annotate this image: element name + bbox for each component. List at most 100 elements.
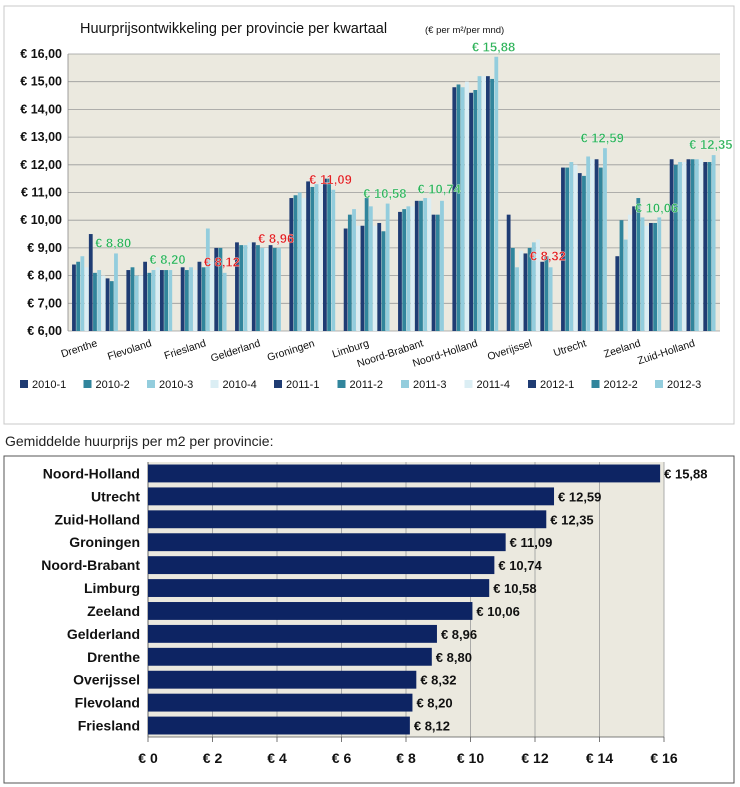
bar-2010-3	[243, 245, 248, 331]
bar-2010-2	[456, 84, 461, 331]
bar-2010-4	[519, 250, 524, 331]
bar-2011-2	[201, 267, 206, 331]
bar-2010-1	[452, 87, 457, 332]
annotation-label: € 8,12	[204, 254, 240, 269]
bar-2010-2	[130, 267, 135, 331]
province-label: Groningen	[69, 534, 140, 550]
bar-2012-1	[649, 222, 653, 331]
bar-2012-1	[431, 214, 436, 331]
legend-swatch-2012-3	[655, 380, 663, 388]
bar-2010-3	[515, 267, 519, 331]
bar-2010-4	[628, 214, 632, 331]
chart1-title-unit: (€ per m²/per mnd)	[425, 25, 504, 36]
bar-2012-1	[594, 159, 599, 331]
bar-2012-3	[331, 189, 336, 331]
annotation-label: € 10,58	[363, 186, 406, 201]
province-label: Gelderland	[67, 626, 140, 642]
annotation-label: € 15,88	[472, 39, 515, 54]
value-label: € 8,80	[436, 650, 472, 665]
legend-label: 2012-2	[604, 379, 638, 391]
bar-2010-2	[619, 220, 624, 331]
value-label: € 12,35	[550, 512, 593, 527]
x-tick-label: € 12	[521, 750, 548, 766]
hbar	[148, 602, 473, 620]
bar-2010-3	[569, 162, 574, 331]
bar-2011-3	[205, 228, 210, 331]
hbar	[148, 693, 413, 712]
bar-2011-4	[699, 159, 703, 331]
province-label: Zuid-Holland	[54, 511, 140, 527]
legend-label: 2010-2	[96, 379, 130, 391]
bar-2010-1	[561, 167, 565, 331]
legend-swatch-2012-1	[528, 380, 536, 388]
annotation-label: € 8,96	[258, 231, 294, 246]
bar-2010-4	[84, 267, 89, 331]
bar-2012-1	[323, 178, 327, 331]
province-label: Utrecht	[91, 488, 140, 504]
average-rent-chart-title: Gemiddelde huurprijs per m2 per provinci…	[5, 433, 274, 449]
bar-2011-4	[536, 239, 540, 331]
annotation-label: € 11,09	[309, 172, 352, 187]
bar-2011-1	[360, 225, 365, 331]
province-label: Flevoland	[75, 695, 140, 711]
legend-swatch-2011-4	[464, 380, 473, 388]
bar-2012-3	[603, 148, 607, 331]
bar-2010-3	[460, 87, 465, 332]
bar-2011-4	[101, 275, 106, 331]
bar-2010-4	[356, 225, 361, 331]
x-tick-label: € 6	[332, 750, 352, 766]
hbar	[148, 670, 417, 689]
y-tick-label: € 15,00	[20, 75, 62, 89]
bar-2012-3	[385, 203, 390, 331]
value-label: € 15,88	[664, 466, 707, 481]
bar-2011-3	[531, 242, 536, 331]
bar-2012-3	[548, 267, 553, 331]
legend-swatch-2012-2	[591, 380, 600, 388]
value-label: € 8,12	[414, 719, 450, 734]
bar-2011-2	[473, 90, 478, 331]
annotation-label: € 8,80	[95, 235, 131, 250]
bar-2010-2	[565, 167, 570, 331]
province-label: Noord-Holland	[43, 465, 140, 481]
bar-2010-4	[465, 81, 469, 331]
value-label: € 8,96	[441, 627, 477, 642]
bar-2010-3	[406, 206, 411, 331]
legend-swatch-2010-4	[210, 380, 219, 388]
bar-2010-4	[682, 162, 687, 331]
bar-2011-4	[264, 247, 269, 331]
bar-2011-4	[318, 181, 323, 331]
bar-2011-3	[368, 206, 373, 331]
bar-2012-2	[109, 281, 114, 331]
legend-label: 2010-3	[159, 379, 193, 391]
annotation-label: € 12,35	[689, 137, 732, 152]
bar-2011-2	[582, 175, 586, 331]
y-tick-label: € 9,00	[27, 241, 62, 255]
bar-2011-1	[414, 200, 419, 331]
bar-2010-2	[293, 195, 298, 331]
bar-2010-4	[139, 275, 143, 331]
bar-2012-2	[653, 222, 657, 331]
bar-2011-4	[644, 225, 649, 331]
bar-2010-3	[678, 162, 682, 331]
bar-2012-1	[540, 261, 545, 331]
hbar	[148, 579, 490, 597]
bar-2011-1	[197, 261, 202, 331]
bar-2012-3	[114, 253, 118, 331]
hbar	[148, 647, 432, 666]
value-label: € 8,20	[416, 696, 452, 711]
bar-2010-1	[343, 228, 348, 331]
bar-2011-3	[694, 159, 699, 331]
bar-2011-1	[251, 242, 256, 331]
bar-2011-4	[481, 76, 486, 331]
bar-2012-3	[711, 155, 716, 331]
bar-2011-4	[210, 261, 214, 331]
bar-2010-4	[193, 270, 198, 331]
y-tick-label: € 13,00	[20, 130, 62, 144]
bar-2011-2	[364, 198, 369, 331]
bar-2010-3	[352, 209, 356, 331]
hbar	[148, 716, 410, 735]
bar-2011-1	[469, 92, 473, 331]
x-tick-label: € 4	[267, 750, 287, 766]
y-tick-label: € 8,00	[27, 269, 62, 283]
x-tick-label: € 10	[457, 750, 484, 766]
